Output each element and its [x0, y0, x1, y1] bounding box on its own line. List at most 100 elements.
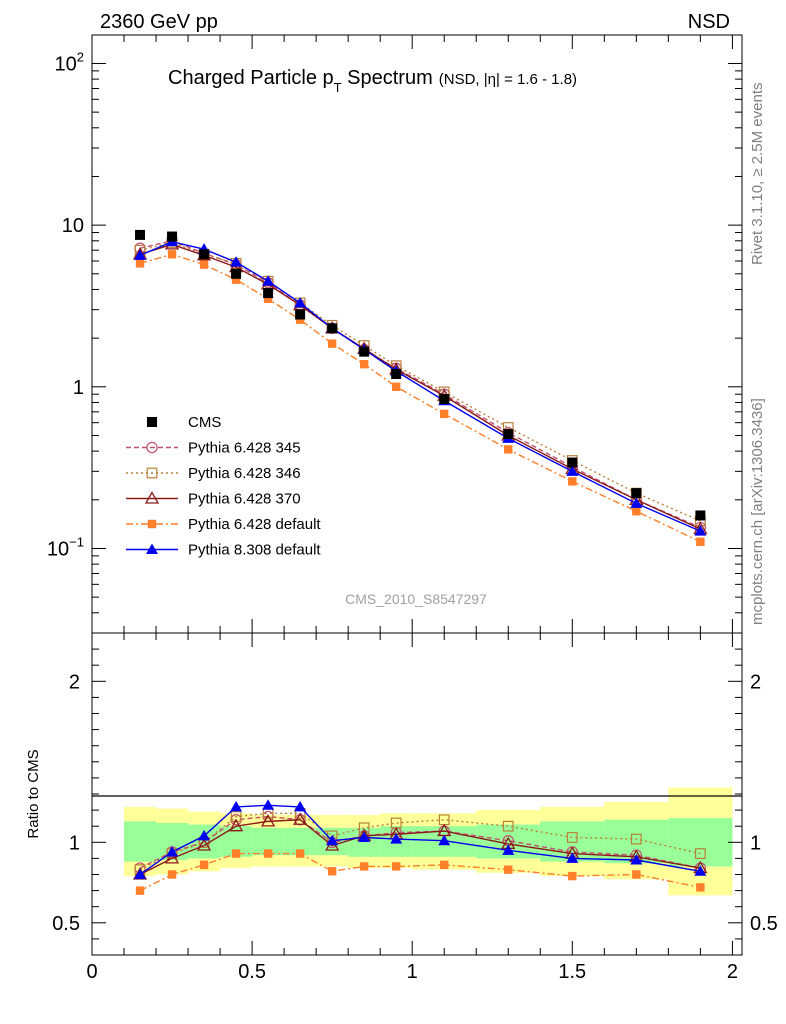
data-point — [631, 488, 642, 499]
data-point — [391, 369, 402, 380]
band-green-bin — [124, 821, 157, 862]
y-tick-label: 10−1 — [47, 534, 84, 560]
chart-title: Charged Particle pT Spectrum (NSD, |η| = … — [168, 67, 577, 95]
ratio-point — [696, 883, 705, 892]
ratio-point — [694, 865, 707, 876]
ratio-point — [502, 820, 514, 832]
legend: CMS Pythia 6.428 345 Pythia 6.428 346 Pythi… — [126, 414, 321, 559]
ratio-point — [199, 860, 209, 870]
series-line — [139, 253, 701, 543]
ratio-line — [139, 852, 701, 892]
series-point — [566, 465, 579, 476]
legend-label: CMS — [188, 414, 221, 431]
x-tick-label: 0.5 — [238, 961, 266, 983]
ratio-tick-label: 0.5 — [52, 913, 80, 935]
ratio-series-layer — [132, 799, 708, 895]
series-point — [231, 275, 241, 284]
ratio-line — [139, 819, 701, 876]
ratio-point — [293, 812, 308, 825]
watermark: CMS_2010_S8547297 — [345, 591, 487, 607]
ratio-tick-label: 2 — [69, 671, 80, 693]
ratio-point — [632, 870, 641, 879]
ratio-point — [566, 852, 579, 863]
side-label-top: Rivet 3.1.10, ≥ 2.5M events — [749, 83, 766, 266]
legend-label: Pythia 6.428 345 — [188, 440, 301, 457]
ratio-point — [504, 865, 513, 874]
legend-marker — [147, 519, 157, 529]
legend-marker — [146, 543, 158, 554]
series-point — [440, 409, 449, 419]
legend-label: Pythia 8.308 default — [188, 542, 321, 559]
series-point — [391, 382, 401, 392]
ratio-tick-label: 1 — [69, 832, 80, 854]
side-label-bottom: mcplots.cern.ch [arXiv:1306.3436] — [749, 398, 766, 625]
ratio-tick-label: 0.5 — [750, 913, 778, 935]
ratio-point — [326, 834, 339, 846]
data-point — [567, 457, 578, 468]
ratio-point — [694, 848, 706, 859]
series-point — [262, 275, 275, 286]
ratio-point — [164, 851, 180, 864]
data-point — [295, 309, 306, 320]
legend-marker — [146, 467, 158, 479]
legend-marker — [144, 491, 160, 504]
ratio-point — [358, 831, 371, 842]
ratio-point — [502, 844, 515, 855]
series-point — [359, 359, 369, 369]
series-point — [327, 339, 337, 348]
series-point — [230, 256, 243, 267]
band-green-bin — [668, 818, 733, 867]
main-panel: Charged Particle pT Spectrum (NSD, |η| = … — [47, 34, 743, 634]
ratio-point — [166, 845, 179, 857]
legend-marker — [146, 441, 158, 454]
ratio-point — [630, 833, 642, 845]
ratio-point — [262, 799, 275, 810]
main-y-axis: 102 10 1 10−1 — [47, 49, 742, 634]
series-point — [504, 445, 513, 454]
ratio-point — [294, 800, 307, 812]
legend-label: Pythia 6.428 346 — [188, 465, 301, 482]
ratio-line — [139, 804, 701, 876]
legend-label: Pythia 6.428 default — [188, 516, 321, 533]
series-point — [694, 525, 707, 536]
series-point — [630, 497, 643, 508]
series-point — [696, 537, 705, 546]
ratio-point — [566, 832, 578, 843]
ratio-point — [327, 867, 337, 876]
series-point — [263, 294, 273, 304]
ratio-point — [630, 854, 643, 865]
legend-label: Pythia 6.428 370 — [188, 491, 301, 508]
series-point — [295, 315, 305, 324]
series-point — [134, 249, 147, 260]
data-point — [135, 229, 146, 240]
ratio-point — [228, 818, 244, 832]
ratio-point — [390, 833, 403, 844]
data-point — [503, 429, 514, 440]
data-point — [231, 268, 242, 279]
series-point — [568, 477, 577, 486]
ratio-frame — [91, 632, 743, 956]
data-point — [359, 346, 370, 357]
x-tick-label: 0 — [86, 961, 97, 983]
ratio-point — [440, 860, 449, 870]
ratio-point — [260, 814, 276, 827]
data-point — [199, 249, 210, 260]
data-point — [695, 510, 706, 521]
data-point — [327, 323, 338, 334]
ratio-point — [167, 870, 177, 879]
ratio-point — [568, 871, 577, 881]
data-point — [439, 394, 450, 405]
y-tick-label: 102 — [55, 49, 84, 75]
ratio-tick-label: 2 — [750, 671, 761, 693]
ratio-point — [231, 849, 241, 858]
ratio-point — [230, 800, 243, 812]
y-tick-label: 10 — [62, 215, 84, 237]
ratio-point — [295, 849, 305, 858]
ratio-point — [134, 868, 147, 879]
ratio-point — [263, 849, 273, 858]
series-line — [139, 240, 701, 532]
series-point — [199, 260, 209, 269]
ratio-y-axis: 0.5 0.5 1 1 2 2 — [52, 632, 778, 956]
header-left: 2360 GeV pp — [100, 11, 218, 33]
